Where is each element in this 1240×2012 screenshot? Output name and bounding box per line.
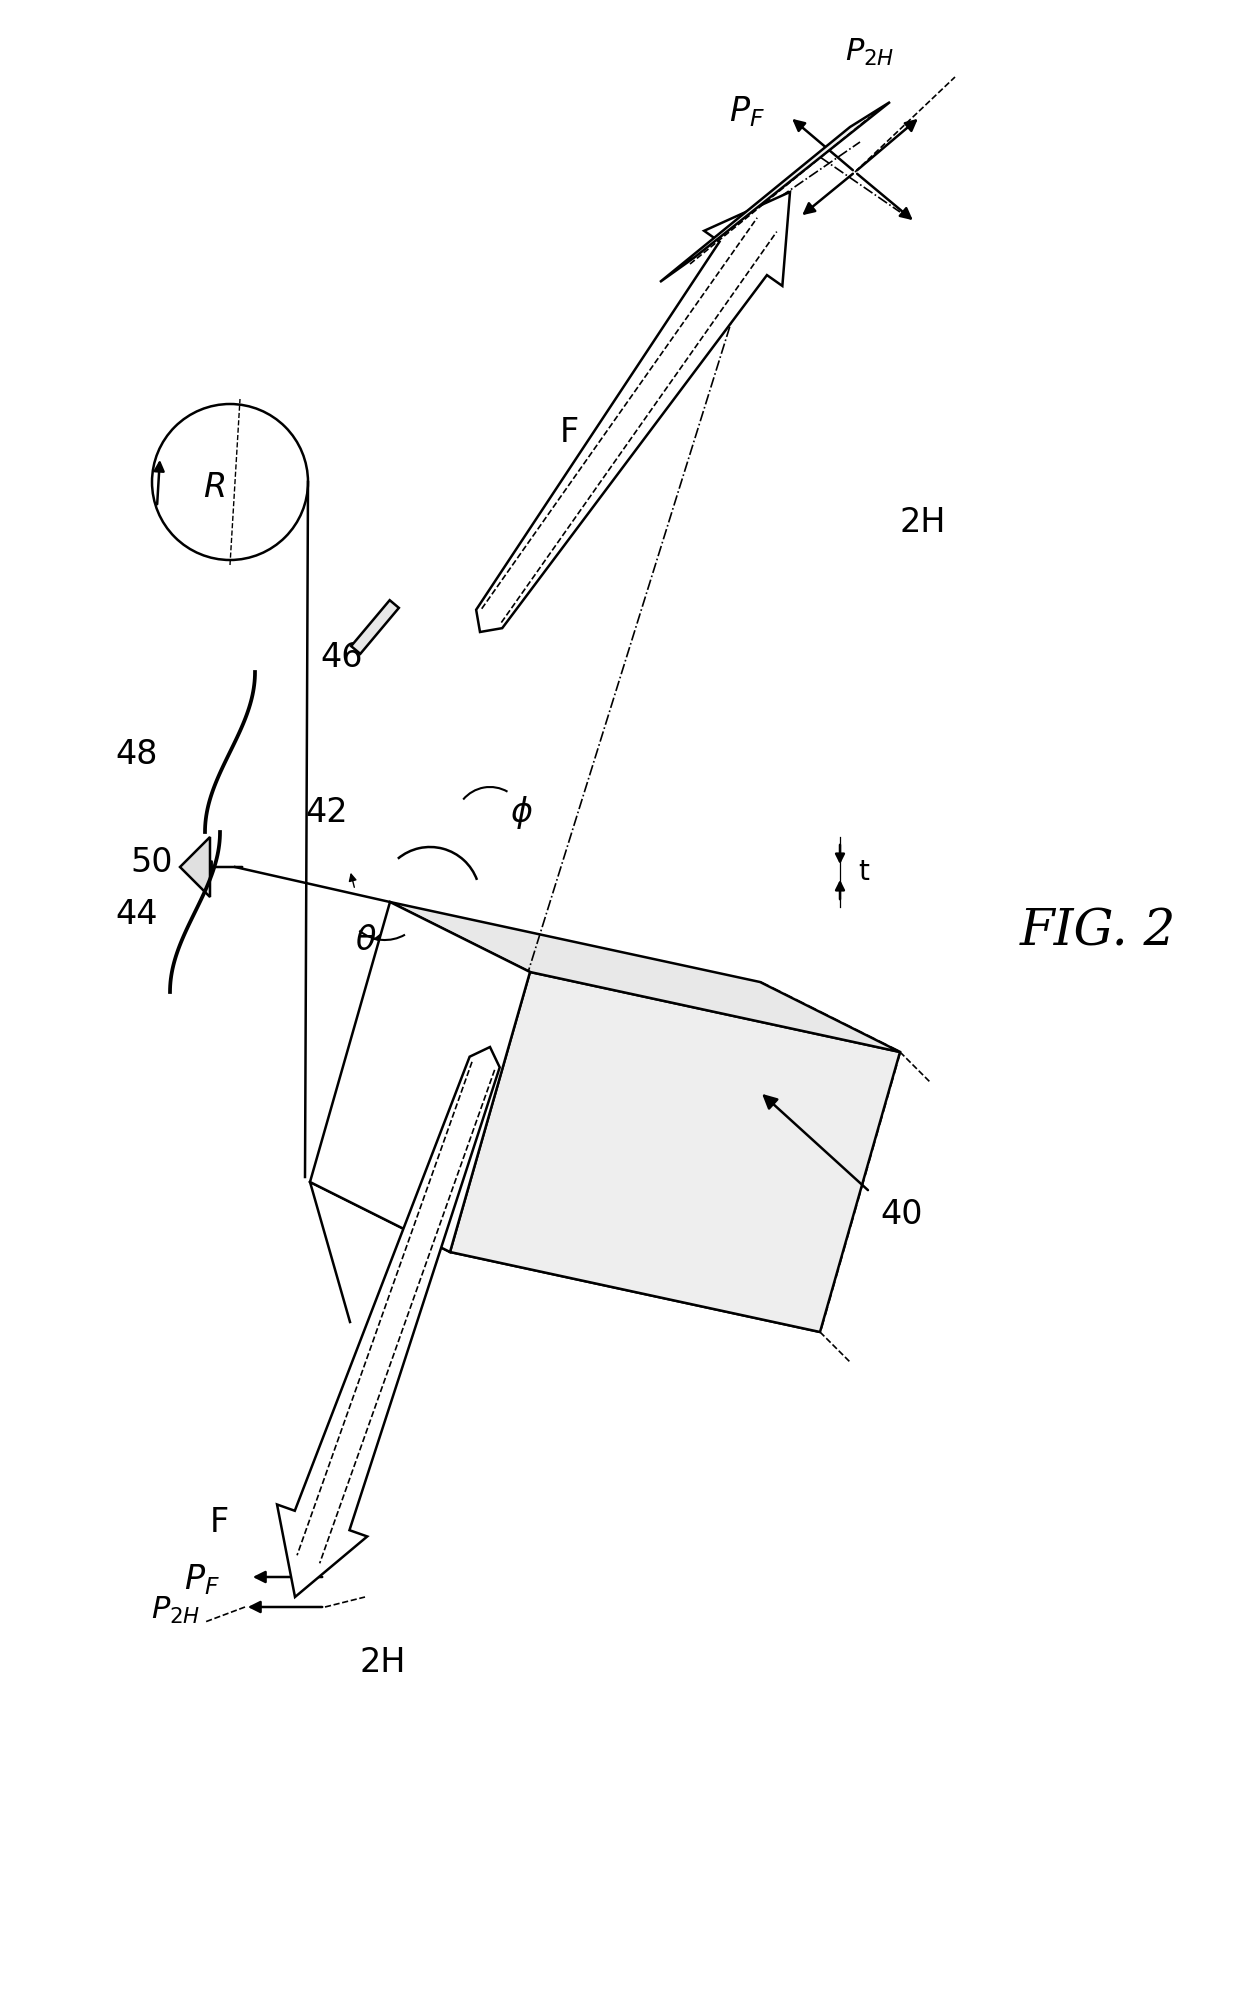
Text: 2H: 2H [900, 505, 946, 539]
Text: $P_{2H}$: $P_{2H}$ [150, 1594, 200, 1626]
Text: 48: 48 [115, 738, 157, 771]
Text: FIG. 2: FIG. 2 [1021, 907, 1177, 958]
Text: 42: 42 [305, 795, 347, 829]
Text: 46: 46 [320, 640, 362, 674]
Text: $P_F$: $P_F$ [729, 95, 765, 129]
Text: F: F [210, 1505, 229, 1539]
Polygon shape [476, 191, 790, 632]
Text: $\theta$: $\theta$ [355, 924, 377, 956]
Polygon shape [310, 901, 529, 1251]
Text: F: F [560, 416, 579, 449]
Text: 50: 50 [130, 845, 172, 879]
Text: t: t [858, 857, 869, 885]
Text: $\phi$: $\phi$ [510, 793, 533, 831]
Polygon shape [310, 1181, 820, 1332]
Text: R: R [203, 471, 227, 503]
Text: 44: 44 [115, 897, 157, 930]
Polygon shape [450, 972, 900, 1332]
Text: $P_{2H}$: $P_{2H}$ [846, 36, 895, 68]
Polygon shape [180, 837, 210, 897]
Polygon shape [391, 901, 900, 1052]
Polygon shape [351, 600, 399, 654]
Text: $P_F$: $P_F$ [185, 1563, 219, 1598]
Text: 40: 40 [880, 1197, 923, 1231]
Text: 2H: 2H [360, 1646, 407, 1678]
Polygon shape [660, 103, 890, 282]
Polygon shape [277, 1046, 500, 1598]
